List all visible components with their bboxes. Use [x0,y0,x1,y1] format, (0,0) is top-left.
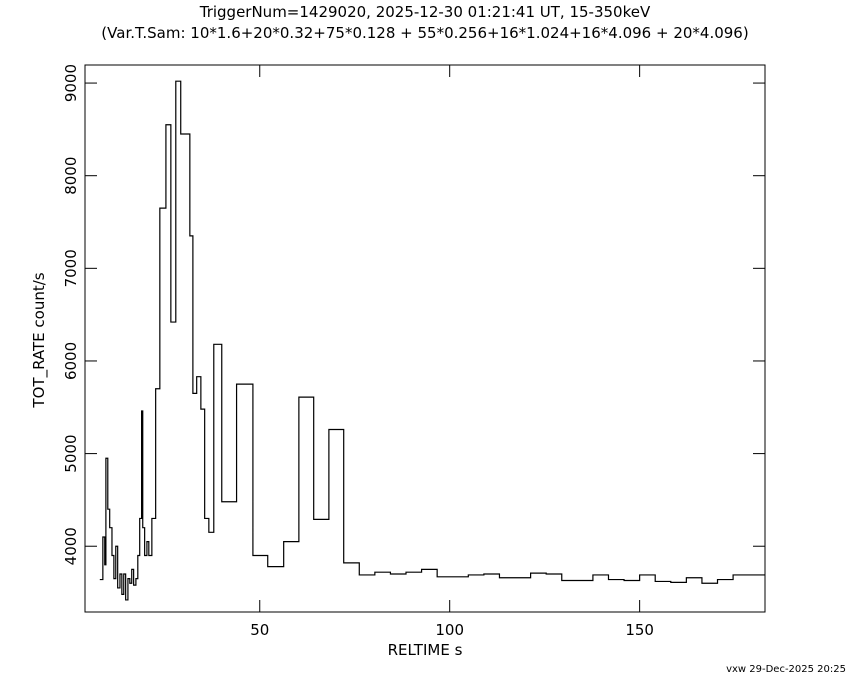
y-tick-label: 8000 [62,157,80,195]
y-tick-label: 9000 [62,64,80,102]
rate-line [99,80,765,601]
x-axis-label: RELTIME s [388,641,463,659]
x-tick-label: 50 [250,621,269,639]
y-axis-label: TOT_RATE count/s [30,272,49,408]
y-tick-label: 5000 [62,435,80,473]
x-tick-label: 150 [625,621,654,639]
plot-frame [84,64,766,613]
y-tick-label: 4000 [62,527,80,565]
footer: vxw 29-Dec-2025 20:25 [726,664,846,675]
y-tick-label: 7000 [62,249,80,287]
y-tick-label: 6000 [62,342,80,380]
x-tick-label: 100 [435,621,464,639]
chart-subtitle: (Var.T.Sam: 10*1.6+20*0.32+75*0.128 + 55… [101,24,748,42]
chart-title: TriggerNum=1429020, 2025-12-30 01:21:41 … [199,3,651,21]
